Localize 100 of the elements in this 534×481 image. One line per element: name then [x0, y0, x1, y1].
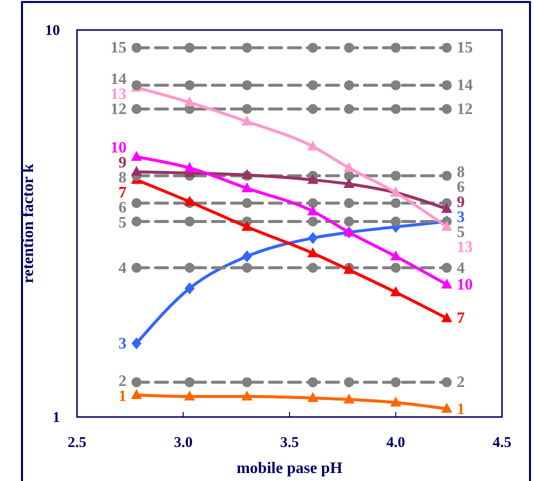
- point: [184, 262, 195, 273]
- point: [441, 278, 452, 288]
- point: [132, 42, 142, 53]
- x-tick-label: 3.0: [174, 435, 193, 451]
- point: [442, 80, 452, 90]
- text: 2: [118, 373, 126, 390]
- point: [390, 396, 402, 407]
- text: 4: [118, 260, 126, 277]
- point: [242, 377, 252, 388]
- point: [344, 104, 354, 114]
- point: [442, 42, 452, 53]
- series-label: 6: [118, 199, 126, 216]
- series-label: 9: [456, 194, 465, 212]
- text: 9: [118, 154, 126, 172]
- point: [184, 390, 196, 400]
- point: [442, 104, 452, 114]
- point: [344, 80, 354, 90]
- point: [344, 377, 354, 388]
- series-label: 3: [118, 335, 126, 352]
- series-label: 1: [118, 388, 126, 406]
- x-tick-label: 3.5: [280, 435, 299, 451]
- point: [184, 196, 196, 206]
- series-label: 13: [110, 86, 126, 103]
- point: [442, 262, 452, 273]
- series-label: 14: [456, 77, 473, 94]
- point: [344, 198, 354, 208]
- point: [390, 42, 401, 53]
- point: [184, 80, 195, 90]
- point: [131, 388, 142, 399]
- point: [442, 377, 452, 388]
- point: [242, 182, 252, 192]
- text: 3: [456, 209, 465, 226]
- point: [307, 392, 318, 402]
- point: [441, 202, 452, 213]
- text: 13: [456, 239, 473, 256]
- point: [308, 198, 318, 208]
- series-label: 4: [456, 260, 465, 277]
- point: [184, 42, 195, 53]
- point: [390, 262, 401, 273]
- x-tick-label: 2.5: [68, 435, 86, 451]
- point: [390, 286, 402, 296]
- point: [132, 104, 142, 114]
- point: [307, 205, 318, 216]
- text: 12: [110, 100, 126, 118]
- x-axis-title: mobile pase pH: [236, 460, 343, 477]
- series-label: 15: [456, 40, 473, 57]
- point: [390, 377, 401, 388]
- point: [308, 377, 318, 388]
- point: [390, 198, 401, 208]
- point: [184, 162, 196, 172]
- point: [131, 166, 142, 176]
- point: [344, 162, 354, 172]
- point: [242, 262, 252, 273]
- point: [242, 116, 252, 126]
- series-label: 5: [118, 214, 126, 232]
- text: 15: [110, 40, 126, 57]
- series-label: 8: [118, 169, 126, 186]
- point: [132, 337, 142, 350]
- point: [344, 393, 354, 404]
- text: 14: [110, 70, 126, 88]
- point: [390, 104, 401, 114]
- point: [242, 250, 252, 262]
- point: [308, 216, 318, 226]
- point: [442, 170, 452, 181]
- series-label: 7: [118, 184, 126, 202]
- point: [242, 390, 252, 400]
- point: [308, 232, 318, 244]
- point: [307, 174, 318, 184]
- point: [308, 104, 318, 114]
- point: [344, 42, 354, 53]
- point: [184, 96, 196, 106]
- point: [308, 80, 318, 90]
- point: [390, 80, 401, 90]
- series-label: 2: [456, 374, 465, 392]
- point: [390, 250, 402, 260]
- point: [307, 247, 318, 258]
- point: [132, 198, 142, 208]
- point: [308, 262, 318, 273]
- point: [390, 216, 401, 226]
- point: [307, 140, 318, 150]
- x-tick-label: 4.0: [386, 435, 406, 451]
- text: 8: [456, 164, 465, 182]
- x-tick-label: 4.5: [492, 435, 512, 451]
- text: 6: [456, 179, 465, 196]
- point: [308, 42, 318, 53]
- series-label: 12: [456, 100, 473, 118]
- point: [184, 377, 195, 388]
- point: [441, 220, 452, 231]
- point: [132, 377, 142, 388]
- point: [441, 402, 452, 413]
- point: [344, 216, 354, 226]
- point: [132, 262, 142, 273]
- point: [242, 104, 252, 114]
- series-label: 10: [456, 276, 473, 294]
- point: [242, 80, 252, 90]
- point: [390, 170, 401, 181]
- point: [131, 150, 142, 161]
- point: [242, 198, 252, 208]
- point: [184, 216, 195, 226]
- text: 5: [456, 224, 465, 242]
